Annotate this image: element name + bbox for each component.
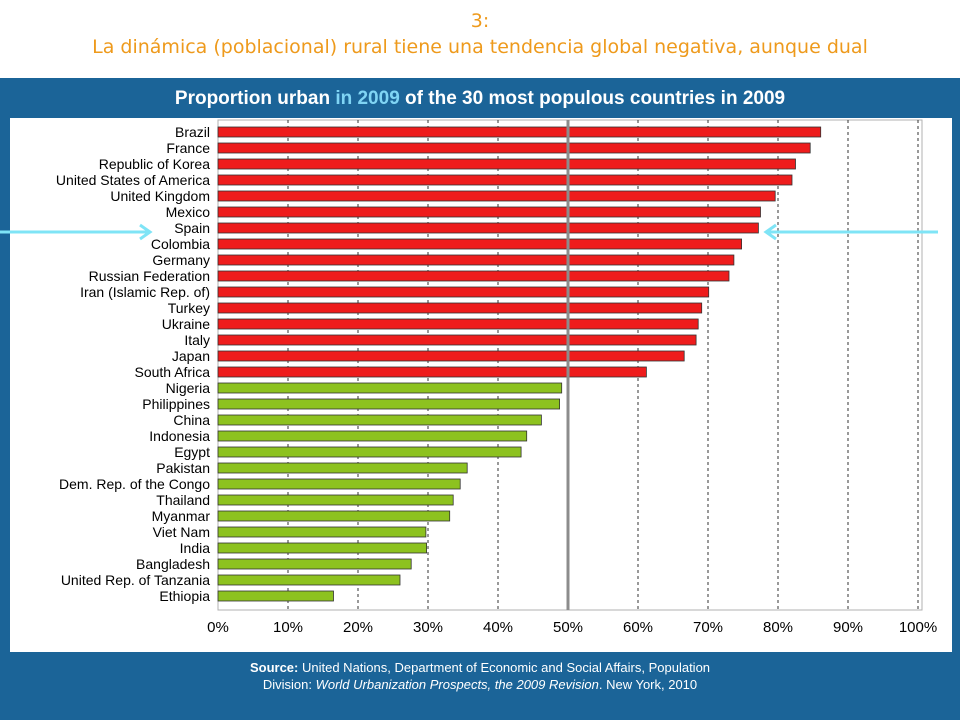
category-label: Italy <box>184 332 210 348</box>
x-tick-label: 90% <box>833 619 863 636</box>
source-text1: United Nations, Department of Economic a… <box>262 660 711 692</box>
bar-3 <box>217 174 793 186</box>
bar-14 <box>217 350 685 362</box>
source-italic: World Urbanization Prospects, the 2009 R… <box>315 677 599 692</box>
slide-subtitle: La dinámica (poblacional) rural tiene un… <box>92 36 868 58</box>
right-arrow-icon <box>763 223 938 241</box>
bar-4 <box>217 190 776 202</box>
category-label: United Kingdom <box>110 188 210 204</box>
category-label: United Rep. of Tanzania <box>61 572 210 588</box>
category-label: Dem. Rep. of the Congo <box>59 476 210 492</box>
bar-12 <box>217 318 699 330</box>
category-label: Iran (Islamic Rep. of) <box>80 284 210 300</box>
bar-17 <box>217 398 561 410</box>
category-label: France <box>166 140 210 156</box>
category-label: Pakistan <box>156 460 210 476</box>
category-label: China <box>173 412 210 428</box>
category-label: Philippines <box>142 396 210 412</box>
bar-24 <box>217 510 451 522</box>
chart-title-highlight: in 2009 <box>335 88 400 109</box>
category-label: Colombia <box>151 236 210 252</box>
bar-6 <box>217 222 759 234</box>
plot-frame <box>217 119 923 611</box>
x-tick-label: 70% <box>693 619 723 636</box>
x-tick-label: 20% <box>343 619 373 636</box>
bar-23 <box>217 494 454 506</box>
bar-15 <box>217 366 647 378</box>
bar-19 <box>217 430 528 442</box>
bar-7 <box>217 238 742 250</box>
bar-1 <box>217 142 811 154</box>
x-tick-label: 100% <box>899 619 937 636</box>
slide-header: 3: La dinámica (poblacional) rural tiene… <box>0 0 960 78</box>
category-label: Japan <box>172 348 210 364</box>
category-label: Indonesia <box>149 428 210 444</box>
bar-5 <box>217 206 761 218</box>
category-label: Mexico <box>166 204 211 220</box>
x-tick-label: 50% <box>553 619 583 636</box>
category-label: Egypt <box>174 444 210 460</box>
x-tick-label: 30% <box>413 619 443 636</box>
bar-26 <box>217 542 428 554</box>
source-label: Source: <box>249 660 299 675</box>
x-tick-label: 40% <box>483 619 513 636</box>
category-label: Nigeria <box>166 380 211 396</box>
category-label: Thailand <box>156 492 210 508</box>
category-label: Turkey <box>168 300 210 316</box>
bar-2 <box>217 158 796 170</box>
category-label: India <box>180 540 211 556</box>
bar-27 <box>217 558 412 570</box>
bar-25 <box>217 526 427 538</box>
x-tick-label: 80% <box>763 619 793 636</box>
bar-16 <box>217 382 563 394</box>
bar-11 <box>217 302 703 314</box>
bar-18 <box>217 414 542 426</box>
category-label: United States of America <box>56 172 210 188</box>
category-label: Ukraine <box>162 316 210 332</box>
bar-21 <box>217 462 468 474</box>
category-label: Brazil <box>175 124 210 140</box>
bar-22 <box>217 478 461 490</box>
bar-0 <box>217 126 822 138</box>
chart-title-part1: Proportion urban <box>174 88 336 109</box>
category-label: South Africa <box>135 364 211 380</box>
category-label: Germany <box>152 252 210 268</box>
category-label: Republic of Korea <box>99 156 211 172</box>
category-label: Viet Nam <box>153 524 210 540</box>
chart-area: Brazil France Republic of Korea United Stat… <box>10 118 952 652</box>
slide-number: 3: <box>470 10 490 32</box>
bar-10 <box>217 286 710 298</box>
bar-9 <box>217 270 730 282</box>
chart-title-part2: of the 30 most populous countries in 200… <box>399 88 786 109</box>
bar-28 <box>217 574 401 586</box>
x-tick-label: 60% <box>623 619 653 636</box>
source-note: Source: United Nations, Department of Ec… <box>230 659 730 693</box>
x-tick-label: 10% <box>273 619 303 636</box>
x-tick-label: 0% <box>207 619 229 636</box>
bar-13 <box>217 334 697 346</box>
chart-title: Proportion urban in 2009 of the 30 most … <box>0 88 960 110</box>
category-label: Russian Federation <box>89 268 210 284</box>
category-label: Bangladesh <box>136 556 210 572</box>
bar-29 <box>217 590 334 602</box>
category-label: Spain <box>174 220 210 236</box>
left-arrow-icon <box>0 223 153 241</box>
bar-20 <box>217 446 522 458</box>
source-text2: . New York, 2010 <box>598 677 698 692</box>
category-label: Ethiopia <box>159 588 210 604</box>
bar-8 <box>217 254 735 266</box>
category-label: Myanmar <box>152 508 211 524</box>
